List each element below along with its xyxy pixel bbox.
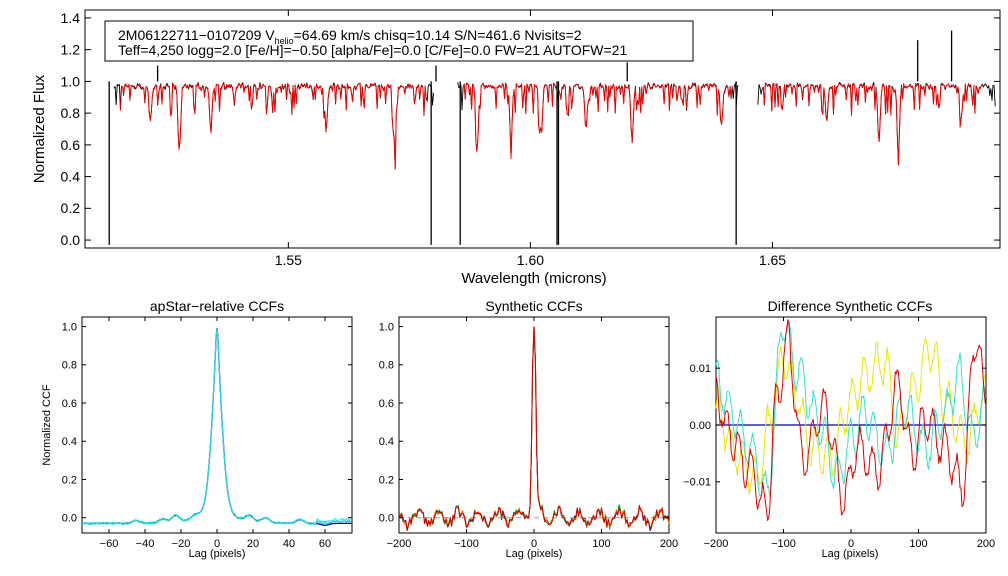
- spectrum-xtick-label: 1.60: [517, 252, 544, 268]
- synthetic-ccf-axes: −200 −100 0 100 200 0.0 0.2 0.4 0.6 0.8 1.0: [379, 317, 678, 550]
- synthetic-ccf-line-visit-1: [398, 326, 670, 531]
- apstar-ccf-xtick-label: 60: [319, 538, 331, 550]
- difference-ccf-axes: −200 −100 0 100 200 −0.01 0.00 0.01: [683, 317, 995, 550]
- spectrum-xtick-label: 1.65: [759, 252, 786, 268]
- info-box: [104, 20, 694, 62]
- spectrum-model-line: [761, 82, 983, 166]
- difference-ccf-panel: Difference Synthetic CCFs −200 −100 0 100 20…: [683, 298, 995, 560]
- spectrum-axes: 1.55 1.60 1.65 0.0 0.2 0.4 0.6 0.8 1.0 1.2 1.4: [61, 10, 1000, 268]
- difference-ccf-ytick-label: −0.01: [683, 477, 711, 489]
- difference-ccf-xtick-label: 200: [977, 538, 995, 550]
- apstar-ccf-ylabel: Normalized CCF: [41, 384, 53, 466]
- difference-ccf-line-visit-3: [715, 319, 986, 521]
- difference-ccf-ytick-label: 0.00: [690, 420, 711, 432]
- info-line-1-suffix: =64.69 km/s chisq=10.14 S/N=461.6 Nvisit…: [294, 27, 582, 43]
- spectrum-ytick-label: 0.8: [61, 105, 81, 121]
- synthetic-ccf-line-visit-3: [398, 326, 670, 531]
- spectrum-model-line: [119, 82, 427, 170]
- synthetic-ccf-frame: [398, 316, 670, 534]
- apstar-ccf-xtick-label: 40: [283, 538, 295, 550]
- apstar-ccf-panel: apStar−relative CCFs −60 −40 −20 0 20 40 60 0.0…: [41, 298, 353, 560]
- spectrum-ytick-label: 0.4: [61, 169, 81, 185]
- apstar-ccf-xtick-label: 20: [247, 538, 259, 550]
- apstar-ccf-ytick-label: 0.8: [62, 360, 77, 372]
- synthetic-ccf-xtick-label: 0: [531, 538, 537, 550]
- spectrum-ytick-label: 1.4: [61, 10, 81, 26]
- spectrum-series: [108, 30, 996, 245]
- info-line-1-subscript: helio: [275, 36, 294, 46]
- synthetic-ccf-xtick-label: −100: [454, 538, 479, 550]
- apstar-ccf-ytick-label: 1.0: [62, 321, 77, 333]
- apstar-ccf-title: apStar−relative CCFs: [150, 298, 284, 314]
- spectrum-ytick-label: 0.0: [61, 232, 81, 248]
- apstar-ccf-frame: [81, 316, 353, 534]
- synthetic-ccf-xtick-label: 200: [660, 538, 678, 550]
- synthetic-ccf-ytick-label: 0.6: [379, 398, 394, 410]
- spectrum-observed-line: [113, 81, 435, 170]
- synthetic-ccf-series: [398, 326, 670, 531]
- spectrum-xtick-label: 1.55: [275, 252, 302, 268]
- apstar-ccf-axes: −60 −40 −20 0 20 40 60 0.0 0.2 0.4 0.6 0.8 1.0: [62, 317, 352, 550]
- apstar-ccf-ytick-label: 0.2: [62, 474, 77, 486]
- spectrum-ylabel: Normalized Flux: [31, 74, 48, 183]
- synthetic-ccf-ytick-label: 0.8: [379, 360, 394, 372]
- spectrum-plot-frame: [84, 9, 1001, 249]
- synthetic-ccf-ytick-label: 1.0: [379, 321, 394, 333]
- difference-ccf-ytick-label: 0.01: [690, 363, 711, 375]
- spectrum-panel: 1.55 1.60 1.65 0.0 0.2 0.4 0.6 0.8 1.0 1.2 1.4 2M0…: [31, 9, 1001, 287]
- difference-ccf-xlabel: Lag (pixels): [822, 548, 879, 560]
- apstar-ccf-xlabel: Lag (pixels): [189, 548, 246, 560]
- apstar-ccf-ytick-label: 0.0: [62, 513, 77, 525]
- synthetic-ccf-xlabel: Lag (pixels): [506, 548, 563, 560]
- apstar-ccf-line-visit-2: [81, 328, 353, 525]
- apstar-ccf-series: [81, 327, 353, 526]
- synthetic-ccf-ytick-label: 0.2: [379, 474, 394, 486]
- apstar-ccf-xtick-label: −40: [136, 538, 155, 550]
- synthetic-ccf-ytick-label: 0.4: [379, 436, 394, 448]
- spectrum-ytick-label: 0.6: [61, 137, 81, 153]
- difference-ccf-series: [715, 319, 986, 521]
- synthetic-ccf-line-visit-2: [398, 326, 670, 531]
- apstar-ccf-ytick-label: 0.4: [62, 436, 77, 448]
- apstar-ccf-line-combined: [82, 327, 352, 526]
- synthetic-ccf-ytick-label: 0.0: [379, 513, 394, 525]
- spectrum-xlabel: Wavelength (microns): [461, 270, 606, 287]
- synthetic-ccf-line-combined: [398, 326, 670, 531]
- difference-ccf-xtick-label: −100: [771, 538, 796, 550]
- info-line-2: Teff=4,250 logg=2.0 [Fe/H]=−0.50 [alpha/…: [118, 42, 627, 58]
- difference-ccf-xtick-label: 100: [909, 538, 927, 550]
- info-line-1-prefix: 2M06122711−0107209 V: [118, 27, 275, 43]
- spectrum-ytick-label: 1.2: [61, 42, 81, 58]
- apstar-ccf-xtick-label: −20: [172, 538, 191, 550]
- spectrum-model-line: [462, 82, 733, 160]
- apstar-ccf-xtick-label: −60: [100, 538, 119, 550]
- difference-ccf-line-visit-2: [715, 320, 986, 498]
- apstar-ccf-ytick-label: 0.6: [62, 398, 77, 410]
- synthetic-ccf-panel: Synthetic CCFs −200 −100 0 100 200 0.0 0.2 0.4 0…: [379, 298, 678, 560]
- synthetic-ccf-xtick-label: 100: [592, 538, 610, 550]
- difference-ccf-line-visit-1: [715, 337, 986, 495]
- apstar-ccf-line-visit-1: [81, 328, 353, 525]
- info-line-1: 2M06122711−0107209 Vhelio=64.69 km/s chi…: [118, 27, 582, 46]
- synthetic-ccf-xtick-label: −200: [387, 538, 412, 550]
- difference-ccf-xtick-label: −200: [704, 538, 729, 550]
- spectrum-ytick-label: 1.0: [61, 73, 81, 89]
- spectrum-ytick-label: 0.2: [61, 200, 81, 216]
- difference-ccf-title: Difference Synthetic CCFs: [768, 298, 933, 314]
- synthetic-ccf-title: Synthetic CCFs: [485, 298, 582, 314]
- difference-ccf-xtick-label: 0: [848, 538, 854, 550]
- apstar-ccf-xtick-label: 0: [214, 538, 220, 550]
